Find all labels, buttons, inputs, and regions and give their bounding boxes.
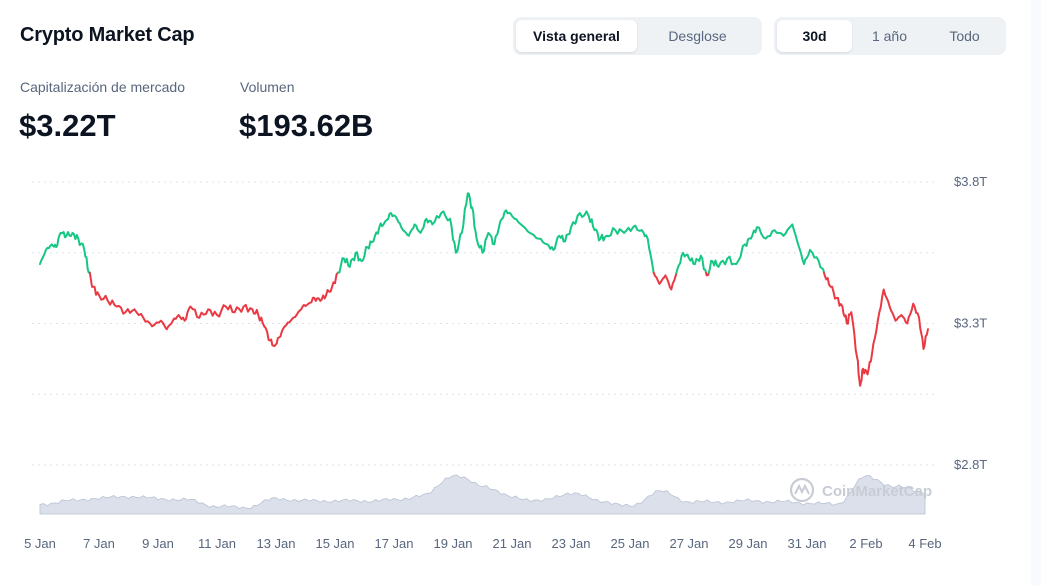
tab-breakdown[interactable]: Desglose xyxy=(668,28,727,44)
price-line[interactable] xyxy=(39,192,929,387)
market-cap-value: $3.22T xyxy=(19,108,116,143)
price-line-down-segment xyxy=(652,271,678,291)
volume-value: $193.62B xyxy=(239,108,374,143)
panel-edge xyxy=(1031,0,1041,586)
price-line-down-segment xyxy=(823,271,929,387)
volume-fill xyxy=(39,474,926,515)
range-toggle: 30d 1 año Todo xyxy=(774,17,1006,55)
x-tick-label: 5 Jan xyxy=(24,536,56,551)
x-tick-label: 17 Jan xyxy=(374,536,413,551)
x-tick-label: 4 Feb xyxy=(908,536,941,551)
y-tick-label: $2.8T xyxy=(954,457,987,472)
watermark: CoinMarketCap xyxy=(789,477,932,503)
x-tick-label: 27 Jan xyxy=(669,536,708,551)
range-1y[interactable]: 1 año xyxy=(871,28,908,44)
tab-overview[interactable]: Vista general xyxy=(516,20,637,52)
watermark-logo-icon xyxy=(789,477,815,503)
price-line-down-segment xyxy=(705,271,710,277)
x-tick-label: 31 Jan xyxy=(787,536,826,551)
price-line-up-segment xyxy=(336,192,655,274)
page-title: Crypto Market Cap xyxy=(20,24,195,46)
x-tick-label: 11 Jan xyxy=(198,536,236,551)
x-tick-label: 25 Jan xyxy=(610,536,649,551)
y-tick-label: $3.3T xyxy=(954,316,987,331)
market-cap-label: Capitalización de mercado xyxy=(20,79,185,95)
grid-lines xyxy=(32,181,935,466)
watermark-text: CoinMarketCap xyxy=(822,483,932,500)
price-line-up-segment xyxy=(707,223,825,274)
x-tick-label: 7 Jan xyxy=(83,536,115,551)
volume-area xyxy=(39,474,926,515)
x-tick-label: 29 Jan xyxy=(728,536,767,551)
x-tick-label: 21 Jan xyxy=(492,536,531,551)
volume-label: Volumen xyxy=(240,79,295,95)
price-line-up-segment xyxy=(675,251,707,274)
y-axis: $3.8T $3.3T $2.8T xyxy=(954,174,987,472)
price-line-up-segment xyxy=(39,231,91,274)
x-axis: 5 Jan 7 Jan 9 Jan 11 Jan 13 Jan 15 Jan 17 Jan 1… xyxy=(24,536,942,551)
price-line-down-segment xyxy=(88,271,339,348)
x-tick-label: 2 Feb xyxy=(849,536,882,551)
x-tick-label: 23 Jan xyxy=(551,536,590,551)
x-tick-label: 19 Jan xyxy=(433,536,472,551)
view-toggle: Vista general Desglose xyxy=(513,17,762,55)
x-tick-label: 13 Jan xyxy=(256,536,295,551)
range-all[interactable]: Todo xyxy=(949,28,980,44)
x-tick-label: 15 Jan xyxy=(315,536,354,551)
x-tick-label: 9 Jan xyxy=(142,536,174,551)
watermark-logo-mark xyxy=(794,483,810,495)
y-tick-label: $3.8T xyxy=(954,174,987,189)
range-30d[interactable]: 30d xyxy=(777,20,852,52)
